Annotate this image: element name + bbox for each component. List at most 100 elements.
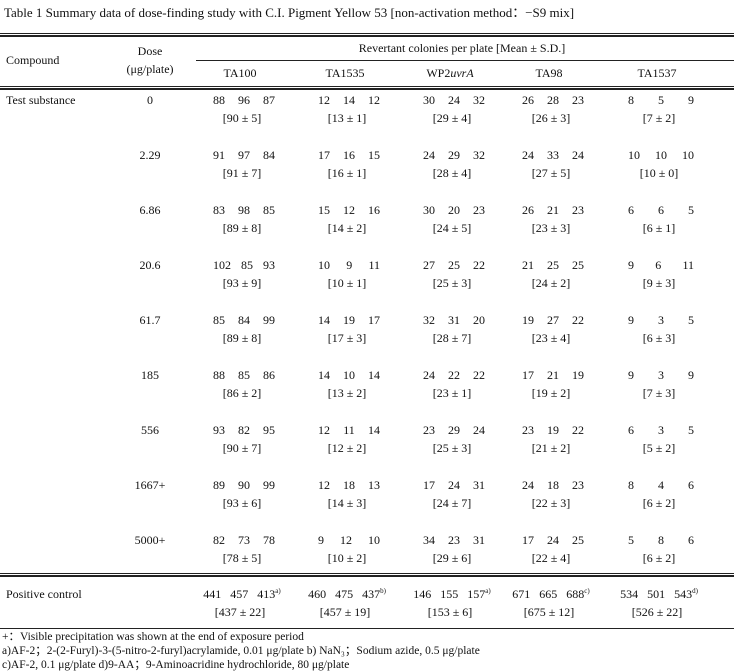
count-value: 26 bbox=[522, 93, 534, 107]
replicate-counts: 34 23 31 bbox=[423, 533, 485, 548]
mean-sd: [24 ± 5] bbox=[432, 221, 472, 235]
count-value: 11 bbox=[682, 258, 694, 272]
mean-sd: [6 ± 2] bbox=[642, 551, 676, 565]
dose-value: 556 bbox=[141, 423, 159, 437]
replicate-counts: 6 6 5 bbox=[628, 203, 694, 218]
count-value: 3 bbox=[658, 313, 664, 327]
replicate-counts: 14 10 14 bbox=[318, 368, 380, 383]
mean-sd: [93 ± 9] bbox=[222, 276, 262, 290]
count-value: 16 bbox=[343, 148, 355, 162]
count-value: 12 bbox=[318, 423, 330, 437]
count-value: 413 bbox=[257, 587, 276, 601]
count-value: 11 bbox=[343, 423, 355, 437]
mean-sd: [23 ± 3] bbox=[531, 221, 571, 235]
mean-sd: [24 ± 7] bbox=[432, 496, 472, 510]
mean-sd: [29 ± 4] bbox=[432, 111, 472, 125]
mean-sd: [93 ± 6] bbox=[222, 496, 262, 510]
count-value: 20 bbox=[473, 313, 485, 327]
replicate-counts: 24 33 24 bbox=[522, 148, 584, 163]
count-value: 8 bbox=[628, 93, 634, 107]
mean-sd: [78 ± 5] bbox=[222, 551, 262, 565]
mean-sd: [7 ± 2] bbox=[642, 111, 676, 125]
replicate-counts: 8 4 6 bbox=[628, 478, 694, 493]
replicate-counts: 30 20 23 bbox=[423, 203, 485, 218]
header-dose-unit: (μg/plate) bbox=[126, 62, 174, 76]
count-value: 28 bbox=[547, 93, 559, 107]
mean-sd: [25 ± 3] bbox=[432, 276, 472, 290]
count-value: 8 bbox=[658, 533, 664, 547]
header-rule bbox=[0, 86, 734, 90]
count-value: 12 bbox=[340, 533, 352, 547]
count-value: 32 bbox=[473, 93, 485, 107]
mean-sd: [22 ± 4] bbox=[531, 551, 571, 565]
count-value: 78 bbox=[263, 533, 275, 547]
mean-sd: [6 ± 2] bbox=[642, 496, 676, 510]
count-value: 96 bbox=[238, 93, 250, 107]
mean-sd: [5 ± 2] bbox=[642, 441, 676, 455]
replicate-counts: 102 85 93 bbox=[213, 258, 275, 273]
count-value: 21 bbox=[522, 258, 534, 272]
count-value: 25 bbox=[547, 258, 559, 272]
count-value: 9 bbox=[688, 93, 694, 107]
count-value: 33 bbox=[547, 148, 559, 162]
count-value: 23 bbox=[572, 478, 584, 492]
mean-sd: [17 ± 3] bbox=[327, 331, 367, 345]
count-value: 82 bbox=[238, 423, 250, 437]
count-value: 22 bbox=[448, 368, 460, 382]
replicate-counts: 5 8 6 bbox=[628, 533, 694, 548]
mean-sd: [14 ± 3] bbox=[327, 496, 367, 510]
count-value: 534 bbox=[620, 587, 639, 601]
mean-sd: [6 ± 1] bbox=[642, 221, 676, 235]
count-value: 3 bbox=[658, 368, 664, 382]
top-rule bbox=[0, 33, 734, 37]
count-value: 24 bbox=[473, 423, 485, 437]
dose-value: 0 bbox=[147, 93, 153, 107]
count-value: 24 bbox=[522, 148, 534, 162]
count-value: 24 bbox=[572, 148, 584, 162]
positive-control-mean-sd: [437 ± 22] bbox=[214, 605, 266, 619]
count-value: 5 bbox=[688, 423, 694, 437]
count-value: 16 bbox=[368, 203, 380, 217]
mean-sd: [6 ± 3] bbox=[642, 331, 676, 345]
positive-control-mean-sd: [526 ± 22] bbox=[631, 605, 683, 619]
count-value: 23 bbox=[572, 93, 584, 107]
footnote-marker: b) bbox=[380, 587, 386, 595]
count-value: 17 bbox=[368, 313, 380, 327]
count-value: 25 bbox=[448, 258, 460, 272]
count-value: 24 bbox=[448, 93, 460, 107]
replicate-counts: 21 25 25 bbox=[522, 258, 584, 273]
header-strain-ta98: TA98 bbox=[535, 66, 563, 80]
count-value: 93 bbox=[263, 258, 275, 272]
count-value: 24 bbox=[522, 478, 534, 492]
count-value: 11 bbox=[368, 258, 380, 272]
count-value: 24 bbox=[423, 368, 435, 382]
dose-value: 20.6 bbox=[139, 258, 161, 272]
mean-sd: [16 ± 1] bbox=[327, 166, 367, 180]
count-value: 10 bbox=[628, 148, 640, 162]
test-substance-label: Test substance bbox=[6, 93, 76, 107]
dose-value: 61.7 bbox=[139, 313, 161, 327]
count-value: 25 bbox=[572, 533, 584, 547]
count-value: 9 bbox=[318, 533, 324, 547]
count-value: 475 bbox=[335, 587, 354, 601]
count-value: 10 bbox=[318, 258, 330, 272]
replicate-counts: 12 11 14 bbox=[318, 423, 380, 438]
replicate-counts: 15 12 16 bbox=[318, 203, 380, 218]
count-value: 23 bbox=[522, 423, 534, 437]
count-value: 437 bbox=[362, 587, 381, 601]
replicate-counts: 6 3 5 bbox=[628, 423, 694, 438]
mean-sd: [86 ± 2] bbox=[222, 386, 262, 400]
mean-sd: [9 ± 3] bbox=[642, 276, 676, 290]
count-value: 543 bbox=[674, 587, 693, 601]
count-value: 4 bbox=[658, 478, 664, 492]
count-value: 157 bbox=[467, 587, 486, 601]
mean-sd: [90 ± 5] bbox=[222, 111, 262, 125]
count-value: 85 bbox=[241, 258, 253, 272]
count-value: 15 bbox=[318, 203, 330, 217]
replicate-counts: 17 21 19 bbox=[522, 368, 584, 383]
count-value: 22 bbox=[572, 313, 584, 327]
positive-control-mean-sd: [153 ± 6] bbox=[427, 605, 473, 619]
footnote-3: c)AF-2, 0.1 μg/plate d)9-AA；9-Aminoacrid… bbox=[2, 659, 350, 671]
count-value: 98 bbox=[238, 203, 250, 217]
count-value: 26 bbox=[522, 203, 534, 217]
